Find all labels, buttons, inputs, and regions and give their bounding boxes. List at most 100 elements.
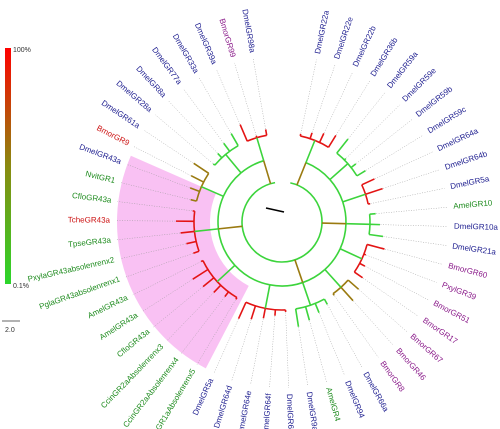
leaf-label: DmelGR22a — [313, 9, 331, 54]
leaf-link — [382, 248, 443, 265]
leaf-link — [196, 297, 238, 365]
leaf-label: DmelGR64d — [212, 385, 234, 429]
leaf-link — [311, 64, 336, 135]
branch — [361, 178, 375, 186]
leaf-label: BmorGR8 — [378, 359, 406, 394]
branch — [324, 268, 342, 288]
leaf-link — [363, 265, 429, 301]
branch — [329, 179, 344, 203]
leaf-label: DmelGR22e — [332, 15, 355, 60]
leaf-link — [326, 302, 363, 368]
leaf-label: DmelGR22b — [351, 24, 378, 68]
branch — [200, 259, 204, 263]
leaf-label: BmorGR51 — [432, 299, 472, 326]
branch — [323, 298, 329, 305]
branch — [339, 248, 363, 260]
leaf-label: AmelGR10 — [453, 198, 493, 210]
leaf-link — [133, 146, 193, 177]
branch — [190, 198, 197, 202]
branch — [190, 175, 204, 183]
leaf-label: TpseGR43a — [68, 236, 112, 250]
leaf-link — [360, 276, 419, 317]
leaf-link — [213, 316, 240, 374]
branch — [217, 195, 225, 229]
leaf-label: DmelGR10a — [454, 222, 499, 232]
branch — [201, 185, 224, 198]
branch — [189, 187, 200, 193]
leaf-label: DmelGR64f — [261, 392, 273, 429]
branch — [353, 271, 364, 279]
branch — [329, 163, 349, 181]
leaf-label: CfloGR43a — [72, 191, 113, 205]
tree-branches — [175, 124, 385, 327]
leaf-link — [346, 91, 386, 141]
branch — [339, 223, 347, 250]
branch — [241, 181, 323, 263]
leaf-link — [332, 293, 379, 358]
branch — [305, 140, 316, 163]
branch — [294, 308, 300, 327]
branch — [216, 264, 236, 283]
branch — [237, 301, 247, 320]
leaf-link — [344, 104, 400, 161]
leaf-link — [300, 59, 317, 136]
leaf-label: DmelGR9a — [305, 391, 320, 429]
leaf-link — [363, 134, 424, 172]
branch — [239, 124, 248, 142]
leaf-link — [126, 164, 193, 189]
branch — [345, 222, 370, 226]
leaf-link — [363, 253, 437, 283]
branch — [350, 163, 357, 169]
leaf-link — [308, 318, 327, 382]
leaf-label: DmelGR68a — [285, 394, 296, 429]
leaf-label: TcheGR43a — [68, 215, 111, 224]
legend-min-label: 0.1% — [13, 283, 29, 290]
leaf-label: DmelGR66a — [361, 370, 390, 413]
leaf-label: DmelGR5a — [449, 174, 490, 191]
branch — [262, 308, 267, 319]
branch — [336, 152, 358, 177]
branch — [193, 211, 200, 252]
branch — [368, 214, 371, 235]
leaf-label: AmelGR4 — [324, 386, 342, 422]
branch — [353, 244, 368, 273]
leaf-link — [334, 80, 370, 138]
leaf-label: CcinGR2aAbsolenrenx3 — [99, 342, 166, 410]
leaf-link — [297, 324, 309, 387]
branch — [192, 268, 209, 280]
leaf-link — [252, 58, 267, 132]
branch — [222, 172, 242, 197]
branch — [309, 132, 313, 139]
leaf-link — [120, 242, 189, 259]
branch — [366, 243, 385, 250]
branch — [314, 303, 320, 314]
leaf-link — [368, 188, 445, 205]
branch — [202, 277, 215, 288]
leaf-link — [153, 285, 205, 328]
branch — [217, 228, 236, 266]
branch — [296, 162, 307, 186]
branch — [186, 240, 197, 245]
leaf-link — [116, 220, 179, 222]
branch — [301, 282, 312, 306]
leaf-link — [318, 310, 345, 376]
leaf-link — [269, 313, 276, 388]
leaf-link — [199, 77, 233, 136]
branch — [225, 153, 242, 174]
branch — [305, 161, 331, 181]
branch — [264, 284, 271, 309]
branch — [359, 262, 366, 267]
leaf-label: BmorGR99 — [217, 17, 237, 58]
legend-gradient-bar — [5, 48, 11, 284]
branch — [213, 284, 222, 293]
leaf-link — [155, 114, 215, 166]
branch — [295, 298, 325, 310]
branch — [180, 230, 195, 234]
leaf-label: DmelGR94 — [343, 379, 366, 420]
branch — [369, 212, 376, 215]
leaf-link — [143, 129, 196, 165]
branch — [212, 163, 216, 166]
branch — [224, 291, 230, 298]
branch — [361, 184, 369, 205]
